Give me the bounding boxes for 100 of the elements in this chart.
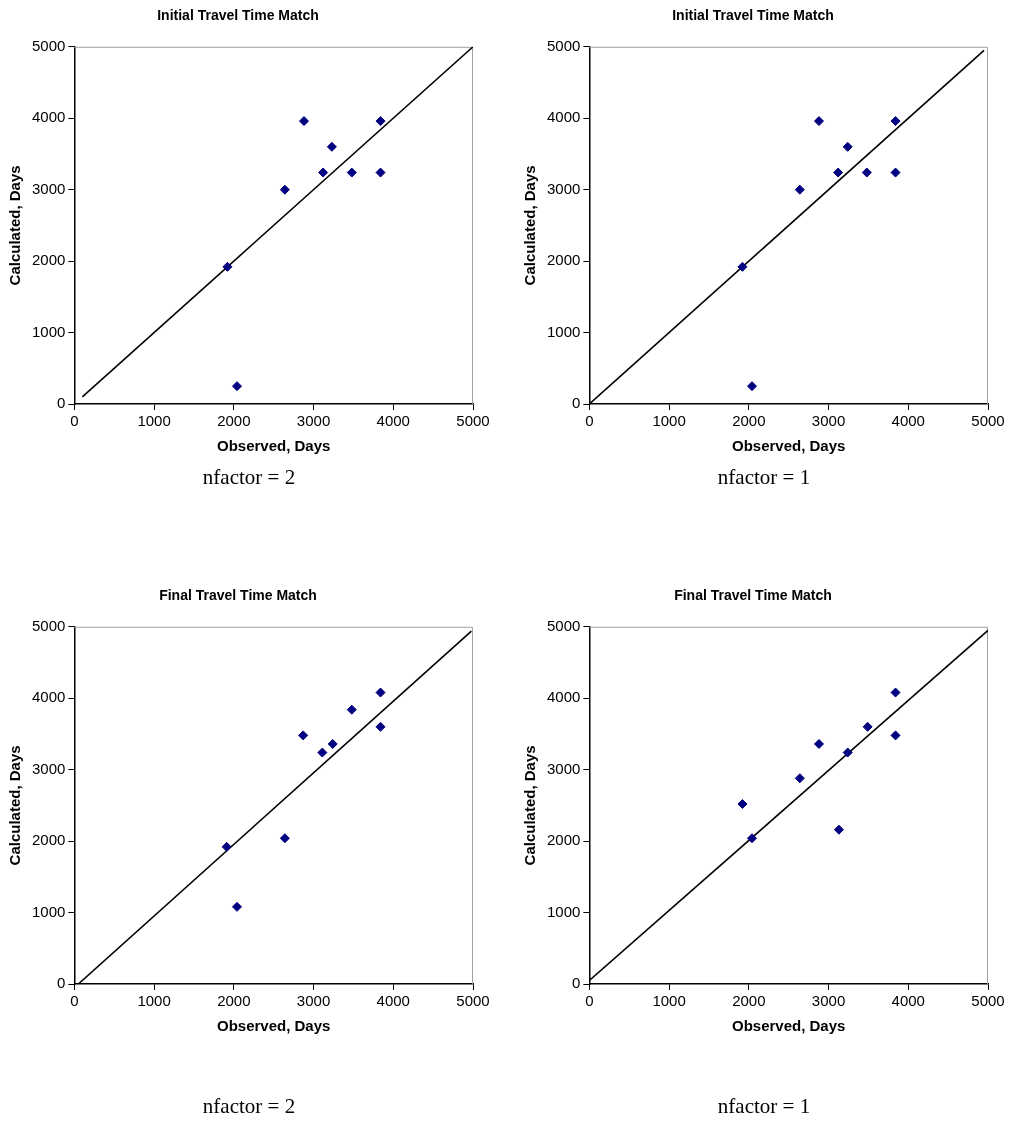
x-tick-label: 5000 xyxy=(971,992,1005,1010)
point xyxy=(318,167,329,178)
y-tick-label: 4000 xyxy=(31,108,66,126)
point xyxy=(842,141,853,152)
x-tick-label: 0 xyxy=(70,412,79,430)
y-tick-label: 1000 xyxy=(546,322,581,340)
chart-title: Final Travel Time Match xyxy=(159,587,317,604)
y-tick-label: 0 xyxy=(572,974,581,992)
point xyxy=(298,116,309,127)
y-tick-label: 0 xyxy=(57,974,66,992)
y-tick-label: 3000 xyxy=(31,179,66,197)
point xyxy=(833,167,844,178)
y-tick-label: 3000 xyxy=(31,759,66,777)
y-tick-label: 0 xyxy=(572,394,581,412)
point xyxy=(890,116,901,127)
point xyxy=(346,704,357,715)
y-tick-label: 0 xyxy=(57,394,66,412)
point xyxy=(327,738,338,749)
point xyxy=(232,381,243,392)
x-axis-title: Observed, Days xyxy=(216,1017,331,1035)
y-tick-label: 2000 xyxy=(546,831,581,849)
x-tick-label: 3000 xyxy=(811,412,846,430)
y-tick-label: 1000 xyxy=(31,902,66,920)
point xyxy=(298,730,309,741)
x-tick-label: 4000 xyxy=(376,992,410,1010)
text: nfactor = 2 xyxy=(201,1094,297,1119)
y-tick-label: 2000 xyxy=(546,251,581,269)
x-tick-label: 2000 xyxy=(217,992,251,1010)
y-tick-label: 5000 xyxy=(546,616,581,634)
x-axis-title: Observed, Days xyxy=(731,437,846,455)
point xyxy=(232,901,243,912)
x-tick-label: 3000 xyxy=(296,992,331,1010)
y-tick-label: 1000 xyxy=(546,902,581,920)
point xyxy=(279,833,290,844)
point xyxy=(375,687,386,698)
point xyxy=(833,824,844,835)
y-tick-label: 3000 xyxy=(546,179,581,197)
y-tick-label: 4000 xyxy=(546,688,581,706)
point xyxy=(890,730,901,741)
y-axis-title: Calculated, Days xyxy=(521,745,539,866)
point xyxy=(747,381,758,392)
point xyxy=(813,116,824,127)
point xyxy=(890,167,901,178)
point xyxy=(737,798,748,809)
point xyxy=(890,687,901,698)
y-axis-title: Calculated, Days xyxy=(6,745,24,866)
x-tick-label: 4000 xyxy=(891,992,925,1010)
chart-title: Final Travel Time Match xyxy=(674,587,832,604)
point xyxy=(279,184,290,195)
x-tick-label: 2000 xyxy=(732,992,766,1010)
point xyxy=(222,261,233,272)
chart-title: Initial Travel Time Match xyxy=(157,7,319,24)
text: nfactor = 1 xyxy=(716,465,812,490)
point xyxy=(842,747,853,758)
text: nfactor = 2 xyxy=(201,465,297,490)
chart-title: Initial Travel Time Match xyxy=(672,7,834,24)
x-tick-label: 2000 xyxy=(217,412,251,430)
x-tick-label: 5000 xyxy=(456,412,490,430)
point xyxy=(747,833,758,844)
point xyxy=(794,773,805,784)
point xyxy=(375,721,386,732)
x-tick-label: 0 xyxy=(70,992,79,1010)
y-tick-label: 5000 xyxy=(31,36,66,54)
point xyxy=(346,167,357,178)
point xyxy=(737,261,748,272)
x-tick-label: 2000 xyxy=(732,412,766,430)
x-tick-label: 0 xyxy=(585,992,594,1010)
point xyxy=(862,721,873,732)
x-tick-label: 4000 xyxy=(891,412,925,430)
y-axis-title: Calculated, Days xyxy=(521,165,539,286)
x-tick-label: 3000 xyxy=(811,992,846,1010)
point xyxy=(326,141,337,152)
x-tick-label: 5000 xyxy=(971,412,1005,430)
y-tick-label: 1000 xyxy=(31,322,66,340)
y-tick-label: 5000 xyxy=(546,36,581,54)
y-tick-label: 2000 xyxy=(31,251,66,269)
point xyxy=(221,841,232,852)
text: nfactor = 1 xyxy=(716,1094,812,1119)
point xyxy=(375,116,386,127)
point xyxy=(861,167,872,178)
x-tick-label: 1000 xyxy=(652,412,686,430)
x-tick-label: 1000 xyxy=(137,992,171,1010)
point xyxy=(375,167,386,178)
x-tick-label: 4000 xyxy=(376,412,410,430)
x-axis-title: Observed, Days xyxy=(216,437,331,455)
y-tick-label: 3000 xyxy=(546,759,581,777)
y-axis-title: Calculated, Days xyxy=(6,165,24,286)
x-axis-title: Observed, Days xyxy=(731,1017,846,1035)
point xyxy=(813,738,824,749)
y-tick-label: 2000 xyxy=(31,831,66,849)
x-tick-label: 1000 xyxy=(652,992,686,1010)
x-tick-label: 3000 xyxy=(296,412,331,430)
point xyxy=(317,747,328,758)
y-tick-label: 4000 xyxy=(546,108,581,126)
x-tick-label: 1000 xyxy=(137,412,171,430)
y-tick-label: 5000 xyxy=(31,616,66,634)
point xyxy=(794,184,805,195)
y-tick-label: 4000 xyxy=(31,688,66,706)
x-tick-label: 0 xyxy=(585,412,594,430)
x-tick-label: 5000 xyxy=(456,992,490,1010)
